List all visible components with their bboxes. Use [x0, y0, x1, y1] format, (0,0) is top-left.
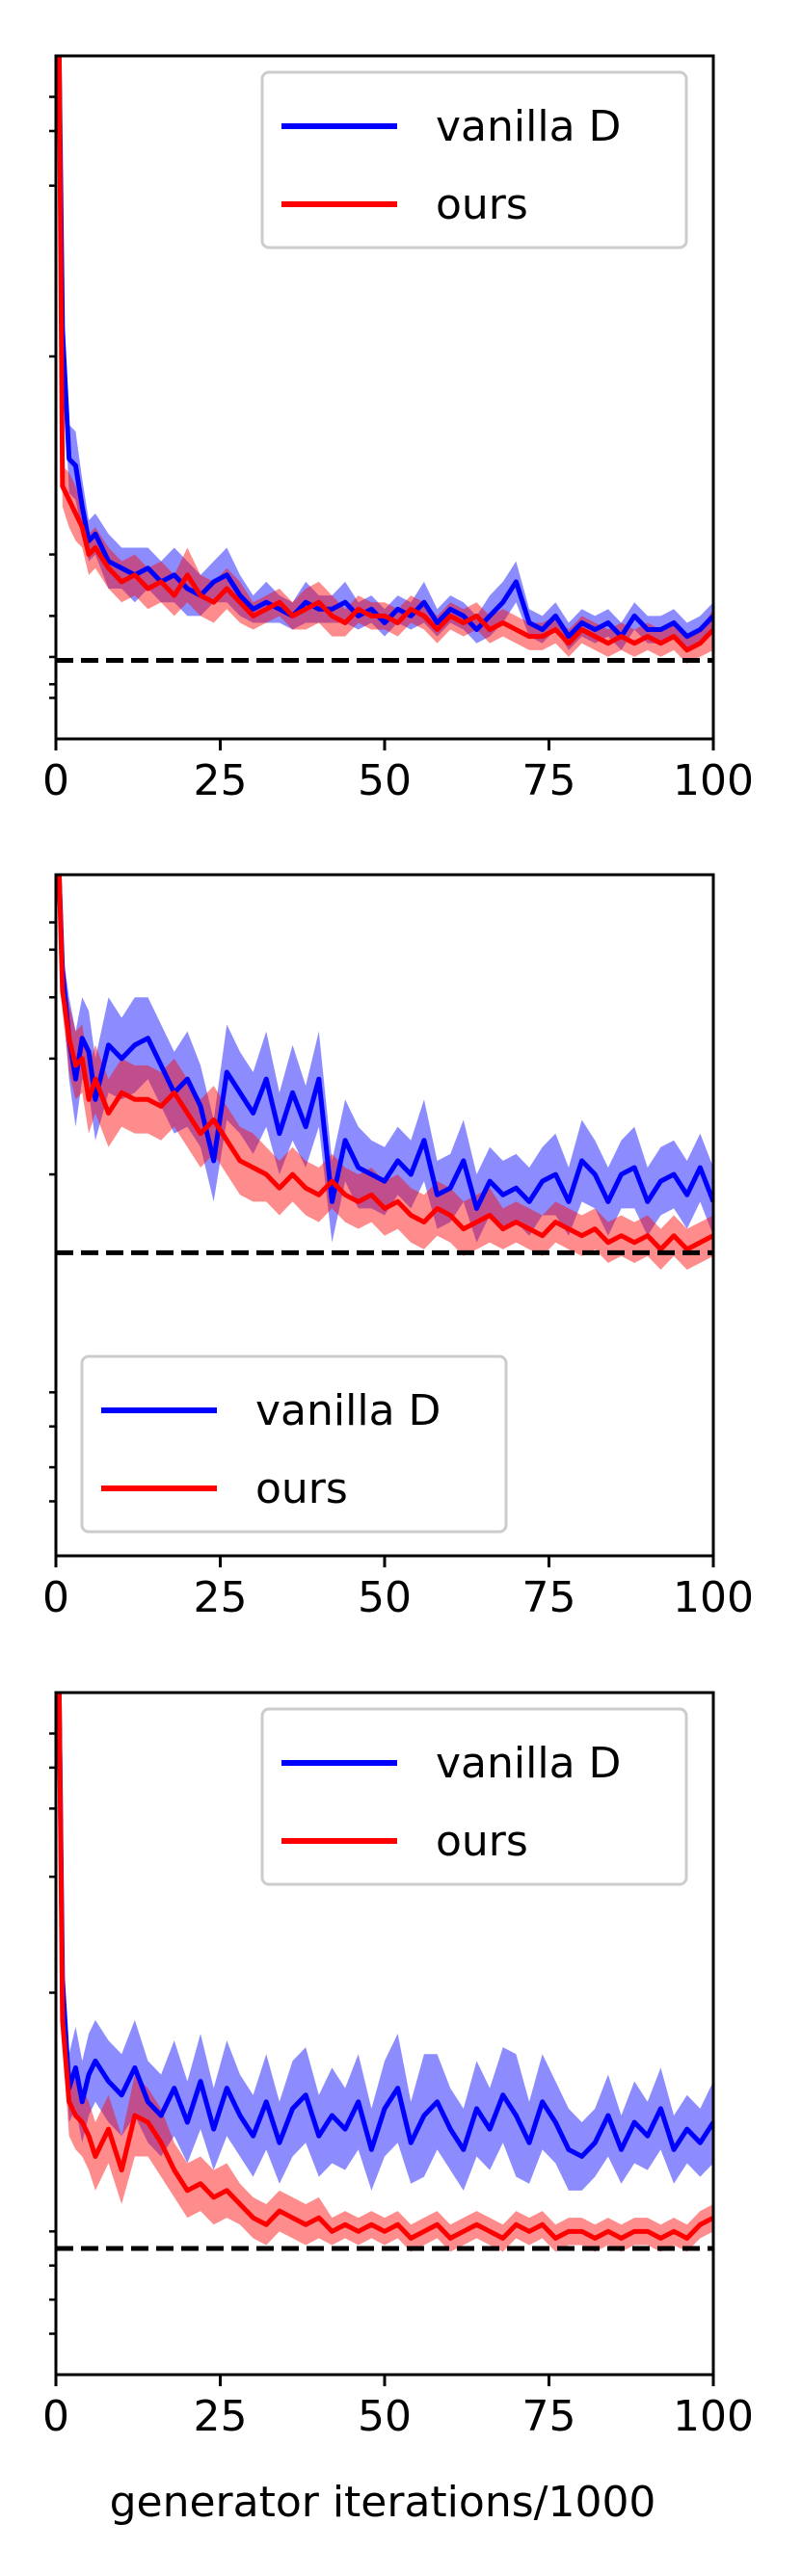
- x-tick-label: 50: [358, 1573, 412, 1622]
- x-tick-label: 50: [358, 756, 412, 805]
- legend: vanilla D ours: [260, 1707, 688, 1886]
- ours-series-line: [56, 1693, 713, 2241]
- legend-label: ours: [436, 180, 528, 229]
- x-tick-label: 25: [194, 1573, 248, 1622]
- legend: vanilla D ours: [80, 1354, 508, 1534]
- ours-series-line: [56, 875, 713, 1252]
- legend-label: vanilla D: [436, 102, 621, 151]
- x-tick-label: 0: [42, 756, 69, 805]
- ours-confidence-band: [59, 875, 713, 1271]
- legend: vanilla D ours: [260, 70, 688, 250]
- vanilla-d-series-line: [56, 1693, 713, 2159]
- x-tick-label: 100: [673, 1573, 754, 1622]
- x-tick-label: 50: [358, 2392, 412, 2441]
- x-tick-label: 75: [522, 2392, 576, 2441]
- vanilla-d-confidence-band: [59, 875, 713, 1243]
- vanilla-d-confidence-band: [59, 56, 713, 650]
- x-tick-label: 75: [522, 1573, 576, 1622]
- x-axis-label: generator iterations/1000: [110, 2478, 656, 2527]
- panel-3: 0 25 50 75 100 vanilla D ours: [42, 1691, 754, 2441]
- plot-area: [56, 875, 713, 1271]
- panel-2: 0 25 50 75 100 vanilla D ours: [42, 873, 754, 1622]
- vanilla-d-confidence-band: [59, 1693, 713, 2191]
- x-tick-label: 100: [673, 756, 754, 805]
- x-tick-label: 75: [522, 756, 576, 805]
- x-tick-label: 25: [194, 2392, 248, 2441]
- x-tick-label: 0: [42, 2392, 69, 2441]
- panel-1: 0 25 50 75 100 vanilla D ours: [42, 54, 754, 805]
- plot-area: [56, 1693, 713, 2252]
- x-tick-label: 25: [194, 756, 248, 805]
- legend-label: ours: [255, 1464, 348, 1513]
- plot-area: [56, 56, 713, 665]
- x-tick-label: 100: [673, 2392, 754, 2441]
- ours-series-line: [56, 56, 713, 653]
- legend-label: ours: [436, 1817, 528, 1866]
- vanilla-d-series-line: [56, 875, 713, 1211]
- x-tick-label: 0: [42, 1573, 69, 1622]
- legend-label: vanilla D: [255, 1386, 441, 1435]
- legend-label: vanilla D: [436, 1739, 621, 1788]
